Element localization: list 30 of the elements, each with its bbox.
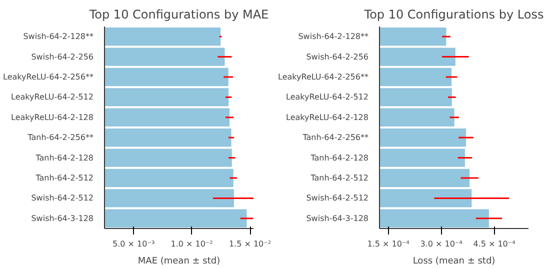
x-axis-title: MAE (mean ± std) — [138, 256, 220, 266]
y-tick-label: Swish-64-2-128** — [298, 32, 368, 42]
x-tick-label: 5.0 × 10⁻³ — [112, 240, 155, 248]
x-tick-label: 1.5 × 10⁻⁴ — [367, 240, 410, 248]
y-tick-label: LeakyReLU-64-2-128 — [286, 112, 369, 122]
y-tick-label: Tanh-64-2-512 — [310, 174, 369, 182]
y-tick-label: Tanh-64-2-128 — [34, 153, 94, 162]
y-tick-label: LeakyReLU-64-2-128 — [11, 112, 94, 122]
y-tick-label: Swish-64-2-128** — [23, 32, 94, 42]
y-tick-label: Swish-64-2-256 — [31, 52, 94, 62]
chart-title: Top 10 Configurations by Loss — [363, 8, 544, 22]
x-tick-label: 1.0 × 10⁻² — [170, 240, 213, 248]
y-tick-label: LeakyReLU-64-2-256** — [278, 72, 369, 82]
x-axis-title: Loss (mean ± std) — [412, 256, 496, 266]
y-tick-label: Tanh-64-2-256** — [302, 133, 369, 142]
y-tick-label: Swish-64-2-256 — [306, 52, 368, 62]
y-tick-label: Swish-64-3-128 — [306, 214, 368, 223]
y-tick-label: Tanh-64-2-512 — [34, 174, 94, 182]
y-tick-label: LeakyReLU-64-2-512 — [286, 92, 369, 102]
y-tick-label: Tanh-64-2-256** — [26, 133, 94, 142]
chart-title: Top 10 Configurations by MAE — [88, 8, 269, 22]
x-tick-label: 4.5 × 10⁻⁴ — [473, 240, 516, 248]
x-tick-label: 3.0 × 10⁻⁴ — [420, 240, 462, 248]
y-tick-label: Swish-64-2-512 — [306, 194, 368, 203]
y-tick-label: Swish-64-2-512 — [31, 194, 94, 203]
y-tick-label: Swish-64-3-128 — [31, 214, 94, 223]
x-tick-label: 1.5 × 10⁻² — [228, 240, 272, 248]
y-tick-label: Tanh-64-2-128 — [310, 153, 369, 162]
y-tick-label: LeakyReLU-64-2-512 — [11, 92, 94, 102]
y-tick-label: LeakyReLU-64-2-256** — [3, 72, 94, 82]
